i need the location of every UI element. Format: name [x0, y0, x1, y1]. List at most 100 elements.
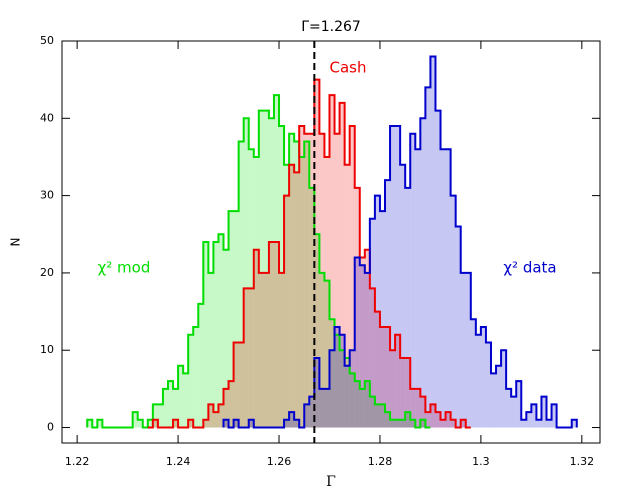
- hist-bar: [551, 404, 557, 428]
- hist-bar: [188, 419, 194, 428]
- hist-bar: [460, 272, 466, 428]
- hist-bar: [268, 242, 274, 428]
- hist-bar: [314, 357, 320, 428]
- hist-bar: [183, 373, 189, 428]
- hist-bar: [147, 419, 153, 428]
- hist-bar: [405, 187, 411, 428]
- hist-bar: [359, 257, 365, 428]
- hist-bar: [223, 388, 229, 428]
- hist-bar: [349, 350, 355, 428]
- hist-bar: [420, 419, 426, 428]
- hist-bar: [339, 102, 345, 428]
- hist-bar: [430, 404, 436, 428]
- hist-bar: [329, 350, 335, 428]
- hist-bar: [420, 396, 426, 428]
- x-tick-label: 1.24: [166, 455, 191, 468]
- hist-bar: [460, 419, 466, 428]
- hist-bar: [334, 133, 340, 428]
- hist-bar: [445, 412, 451, 428]
- hist-bar: [395, 334, 401, 428]
- step-outline: [147, 78, 471, 429]
- hist-bar: [178, 365, 184, 428]
- hist-bar: [273, 95, 280, 428]
- hist-bar: [369, 218, 375, 428]
- hist-bar: [450, 195, 456, 428]
- hist-bar: [203, 419, 209, 428]
- hist-bar: [354, 381, 360, 428]
- hist-bar: [334, 334, 340, 428]
- hist-bar: [218, 234, 224, 428]
- hist-bar: [279, 126, 285, 428]
- hist-bar: [284, 164, 290, 428]
- hist-bar: [213, 242, 219, 428]
- hist-bar: [364, 272, 370, 428]
- hist-bar: [253, 156, 259, 428]
- hist-bar: [233, 419, 239, 428]
- hist-bar: [339, 350, 345, 428]
- hist-bar: [405, 412, 411, 428]
- hist-bar: [208, 404, 214, 428]
- hist-bar: [243, 288, 249, 428]
- hist-bar: [374, 311, 380, 428]
- hist-bar: [455, 226, 461, 428]
- hist-bar: [258, 110, 264, 428]
- hist-bar: [97, 419, 103, 428]
- hist-bar: [410, 133, 416, 428]
- hist-bar: [248, 288, 254, 428]
- hist-bar: [339, 334, 345, 428]
- hist-bar: [304, 404, 310, 428]
- hist-bar: [511, 396, 517, 428]
- hist-bar: [354, 257, 360, 428]
- hist-bar: [223, 419, 229, 428]
- hist-bar: [329, 95, 335, 428]
- hist-bar: [253, 249, 259, 428]
- hist-bar: [203, 242, 209, 428]
- hist-bar: [223, 249, 229, 428]
- hist-bar: [344, 357, 350, 428]
- hist-bar: [369, 288, 375, 428]
- hist-bar: [329, 319, 335, 428]
- hist-bar: [319, 133, 325, 428]
- hist-bar: [385, 180, 391, 428]
- hist-bar: [425, 412, 431, 428]
- hist-bar: [475, 334, 481, 428]
- hist-bar: [425, 87, 431, 428]
- hist-bar: [435, 110, 441, 428]
- hist-bar: [385, 327, 391, 428]
- hist-bar: [390, 419, 396, 428]
- hist-bar: [541, 396, 547, 428]
- hist-bar: [359, 265, 365, 428]
- x-tick-label: 1.26: [267, 455, 292, 468]
- hist-bar: [132, 412, 138, 428]
- hist-bar: [294, 141, 300, 428]
- hist-bar: [410, 388, 416, 428]
- hist-bar: [516, 381, 522, 428]
- hist-bar: [571, 419, 577, 428]
- hist-bar: [400, 164, 406, 428]
- hist-bar: [299, 126, 305, 428]
- hist-bar: [400, 357, 406, 428]
- hist-bar: [193, 327, 199, 428]
- step-outline: [222, 55, 578, 429]
- hist-bar: [314, 79, 320, 428]
- hist-bar: [440, 149, 446, 428]
- hist-bar: [137, 419, 143, 428]
- series-label: χ² data: [503, 259, 556, 277]
- hist-bar: [173, 388, 179, 428]
- hist-bar: [324, 388, 330, 428]
- y-tick-label: 50: [40, 34, 54, 47]
- y-tick-label: 40: [40, 111, 54, 124]
- series-label: χ² mod: [98, 259, 151, 277]
- hist-bar: [349, 126, 355, 428]
- hist-bar: [400, 419, 406, 428]
- hist-bar: [344, 164, 350, 428]
- hist-bar: [213, 412, 219, 428]
- hist-bar: [238, 141, 244, 428]
- hist-bar: [284, 419, 290, 428]
- y-axis-label: N: [9, 238, 23, 247]
- x-tick-label: 1.32: [570, 455, 595, 468]
- hist-bar: [430, 56, 436, 428]
- hist-bar: [521, 419, 527, 428]
- hist-bar: [415, 149, 421, 428]
- hist-bar: [314, 234, 320, 428]
